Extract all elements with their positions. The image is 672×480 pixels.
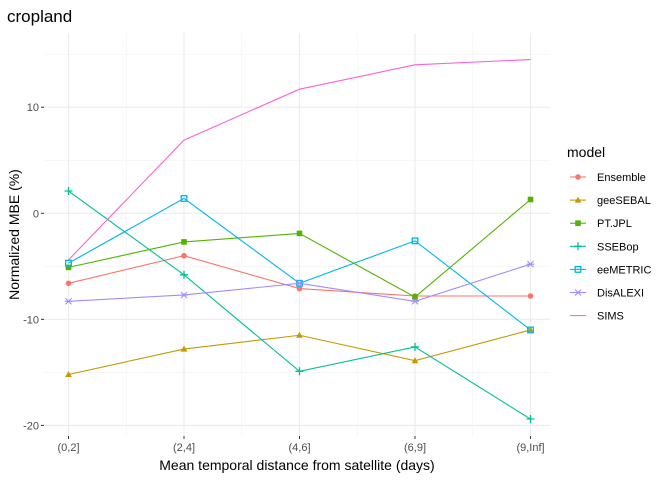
x-tick-label: (2,4] xyxy=(173,442,195,454)
data-point-eemetric xyxy=(180,194,188,202)
data-point-ensemble xyxy=(296,285,303,292)
legend-label-pt-jpl: PT.JPL xyxy=(597,218,632,230)
chart-title: cropland xyxy=(7,7,72,26)
x-tick-label: (0,2] xyxy=(57,442,79,454)
legend-label-geesebal: geeSEBAL xyxy=(597,195,651,207)
x-axis-title: Mean temporal distance from satellite (d… xyxy=(159,457,434,473)
legend-label-ensemble: Ensemble xyxy=(597,172,646,184)
data-point-eemetric xyxy=(411,237,419,245)
data-point-geesebal xyxy=(411,357,419,364)
y-axis: -20 -10 0 10 xyxy=(23,102,44,432)
legend-label-ssebop: SSEBop xyxy=(597,241,639,253)
y-tick-label: -10 xyxy=(23,314,39,326)
data-point-disalexi xyxy=(64,297,73,305)
x-tick-label: (4,6] xyxy=(288,442,310,454)
legend-key-marker-eemetric xyxy=(574,265,582,273)
legend-key-marker-disalexi xyxy=(574,289,582,296)
data-point-geesebal xyxy=(65,371,72,378)
data-point-disalexi xyxy=(411,297,419,305)
legend-label-sims: SIMS xyxy=(597,311,624,323)
y-tick-label: 0 xyxy=(33,208,39,220)
legend: model Ensemble geeSEBAL PT.JPL SSEBop eeMETR… xyxy=(567,144,651,323)
legend-label-eemetric: eeMETRIC xyxy=(597,264,651,276)
legend-key-marker-geesebal xyxy=(574,196,582,203)
data-point-ensemble xyxy=(65,280,72,287)
legend-label-disalexi: DisALEXI xyxy=(597,288,644,300)
data-point-disalexi xyxy=(180,291,188,299)
data-point-geesebal xyxy=(527,326,534,333)
data-point-ensemble xyxy=(527,293,534,299)
data-point-eemetric xyxy=(65,259,72,267)
data-point-geesebal xyxy=(296,331,303,338)
data-point-ssebop xyxy=(180,270,188,279)
legend-key-marker-ssebop xyxy=(574,242,582,251)
x-axis: (0,2] (2,4] (4,6] (6,9] (9,Inf] xyxy=(57,436,545,454)
data-point-pt-jpl xyxy=(527,196,534,203)
y-tick-label: -20 xyxy=(23,420,39,432)
legend-title: model xyxy=(567,144,605,160)
data-point-pt-jpl xyxy=(296,230,303,237)
data-point-geesebal xyxy=(180,345,188,352)
y-axis-title: Normalized MBE (%) xyxy=(6,169,22,300)
legend-key-marker-ensemble xyxy=(575,174,581,180)
x-tick-label: (9,Inf] xyxy=(516,442,544,454)
data-point-ssebop xyxy=(64,187,73,196)
data-point-pt-jpl xyxy=(181,239,187,245)
legend-key-marker-pt-jpl xyxy=(575,220,581,226)
data-point-ssebop xyxy=(295,367,304,376)
x-tick-label: (6,9] xyxy=(404,442,426,454)
data-point-disalexi xyxy=(295,279,304,287)
y-tick-label: 10 xyxy=(27,102,39,114)
series-points xyxy=(64,187,535,424)
data-point-ssebop xyxy=(411,342,419,351)
series-line-sims xyxy=(68,58,531,261)
data-point-pt-jpl xyxy=(65,264,72,271)
data-point-disalexi xyxy=(526,260,535,268)
data-point-pt-jpl xyxy=(412,294,418,300)
data-point-ensemble xyxy=(181,252,187,259)
data-point-ssebop xyxy=(526,415,535,424)
data-point-eemetric xyxy=(527,326,534,334)
